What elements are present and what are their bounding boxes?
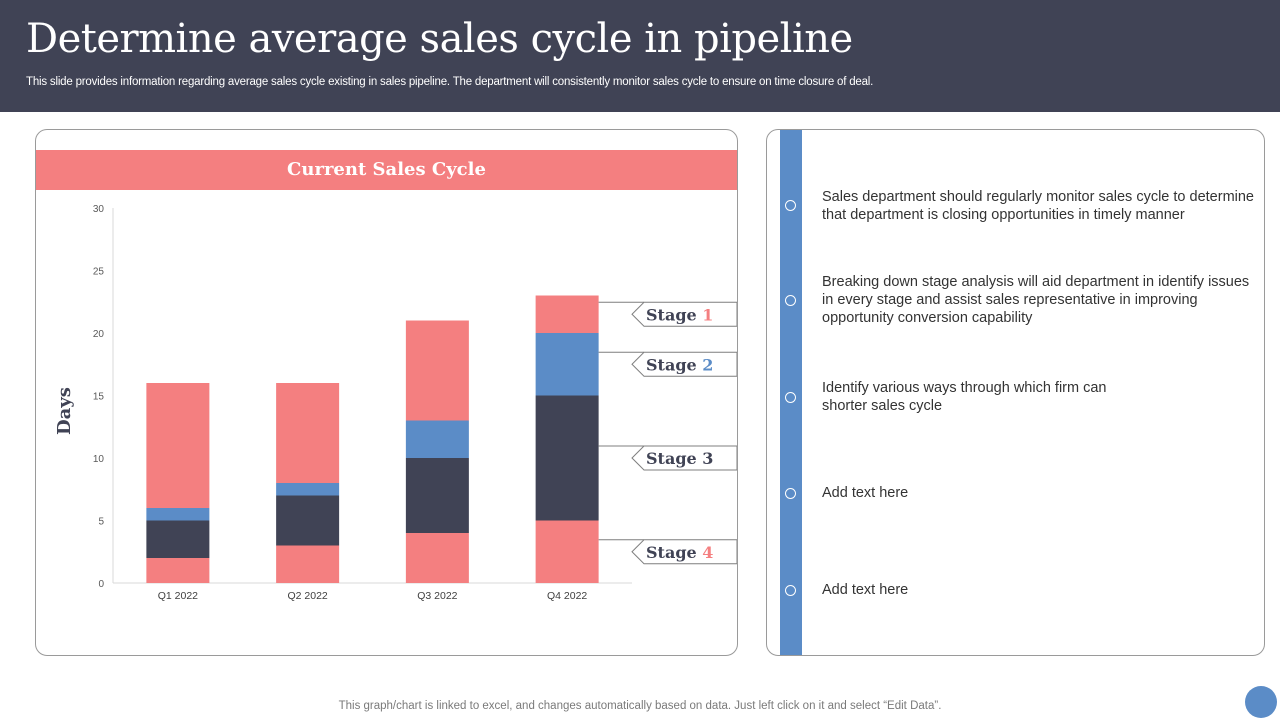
info-item-text: Sales department should regularly monito… [822,189,1254,223]
timeline-node-icon [785,200,796,211]
bar-segment [405,420,469,458]
chart-card[interactable]: Current Sales Cycle 0 5 10 15 20 25 30 Days Q1 2… [35,129,738,656]
chart-title: Current Sales Cycle [36,150,737,190]
stage-number: 1 [702,305,713,324]
stage-callout-tag [631,539,737,565]
y-tick-label: 5 [98,517,104,528]
y-tick-label: 25 [93,267,105,278]
stage-callout-tag [631,301,737,327]
sales-cycle-chart[interactable]: 0 5 10 15 20 25 30 Days Q1 2022 Q2 2022 Q3 2022 Q4 … [36,130,737,655]
timeline-node-icon [785,295,796,306]
corner-circle-icon [1245,686,1277,718]
stage-word: Stage [646,449,702,468]
page-title: Determine average sales cycle in pipelin… [26,16,853,62]
bar-segment [276,383,340,483]
timeline-node-icon [785,585,796,596]
stage-number: 2 [702,355,713,374]
y-tick-label: 30 [93,204,105,215]
y-tick-label: 15 [93,392,105,403]
timeline-node-icon [785,488,796,499]
info-item-text: Add text here [822,485,909,501]
timeline-node-icon [785,392,796,403]
bar-segment [276,495,340,546]
stage-number: 3 [702,449,713,468]
bar-segment [405,320,469,421]
stage-callout-label: Stage 1 [646,305,713,324]
stage-callout-tag [631,445,737,471]
bar-segment [535,520,599,583]
bar-segment [535,295,599,333]
header-bar: Determine average sales cycle in pipelin… [0,0,1280,112]
stage-callout-label: Stage 4 [646,543,713,562]
bar-segment [276,545,340,583]
x-tick-label: Q3 2022 [417,590,457,602]
stage-number: 4 [702,543,713,562]
y-tick-label: 0 [98,579,104,590]
stage-callout-tag [631,351,737,377]
info-item-text: Breaking down stage analysis will aid de… [822,274,1250,326]
stage-word: Stage [646,543,702,562]
bar-segment [535,395,599,521]
x-tick-label: Q1 2022 [158,590,198,602]
footer-note: This graph/chart is linked to excel, and… [338,700,942,712]
stage-callout-label: Stage 3 [646,449,713,468]
stage-word: Stage [646,355,702,374]
bar-segment [405,533,469,583]
bar-segment [535,333,599,396]
bar-segment [146,558,210,583]
page-subtitle: This slide provides information regardin… [26,76,874,88]
info-card: Sales department should regularly monito… [766,129,1265,656]
y-tick-label: 20 [93,329,105,340]
y-tick-label: 10 [93,454,105,465]
y-axis-label: Days [54,387,75,435]
x-tick-label: Q4 2022 [547,590,587,602]
bar-segment [146,520,210,558]
info-item-text: Identify various ways through which firm… [822,380,1107,414]
bar-segment [405,458,469,533]
bar-segment [146,383,210,508]
stage-callout-label: Stage 2 [646,355,713,374]
bar-segment [276,483,340,496]
bar-segment [146,508,210,521]
x-tick-label: Q2 2022 [287,590,327,602]
info-item-text: Add text here [822,582,909,598]
stage-word: Stage [646,305,702,324]
